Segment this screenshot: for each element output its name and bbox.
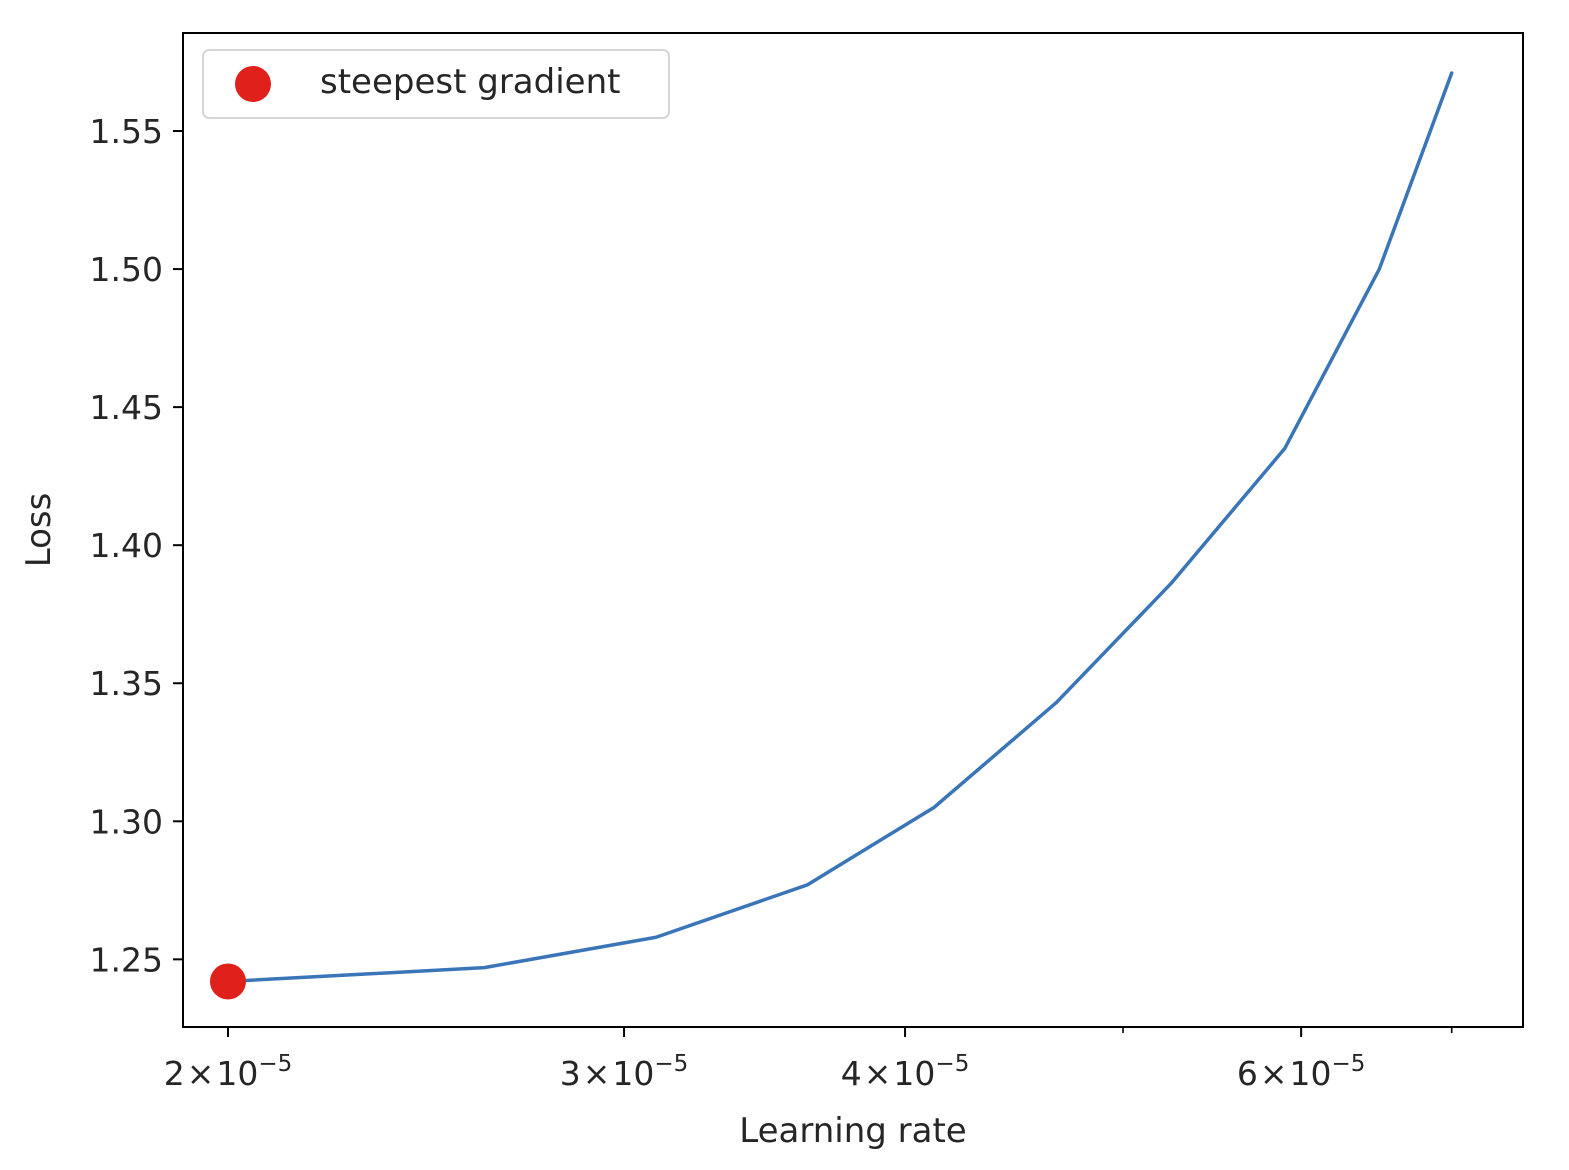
- legend-box: [202, 49, 670, 119]
- x-tick-base: 10: [893, 1054, 935, 1093]
- y-tick-label: 1.25: [90, 940, 163, 979]
- x-tick-base: 10: [612, 1054, 654, 1093]
- x-tick-times: ×: [583, 1054, 611, 1093]
- y-tick-label: 1.40: [90, 526, 163, 565]
- x-tick-mantissa: 3: [560, 1054, 581, 1093]
- x-tick-exponent: −5: [258, 1051, 292, 1077]
- x-tick-exponent: −5: [1332, 1051, 1366, 1077]
- y-tick-label: 1.50: [90, 250, 163, 289]
- plot-area-frame: [182, 32, 1524, 1028]
- legend: steepest gradient: [202, 49, 670, 119]
- y-tick-label: 1.35: [90, 664, 163, 703]
- loss-series-line-0: [226, 71, 1454, 984]
- x-tick-label: 6×10−5: [1237, 1051, 1366, 1093]
- y-tick-label: 1.45: [90, 388, 163, 427]
- x-tick-base: 10: [1290, 1054, 1332, 1093]
- series-layer: [226, 71, 1454, 984]
- marker-layer: [209, 963, 246, 1000]
- y-axis-label: Loss: [19, 493, 59, 568]
- x-tick-label: 4×10−5: [841, 1051, 970, 1093]
- legend-marker-dot: [235, 66, 271, 102]
- legend-entry-steepest-gradient: steepest gradient: [320, 62, 620, 102]
- x-tick-times: ×: [1260, 1054, 1288, 1093]
- x-axis-ticks: 2×10−5 3×10−5 4×10−5 6×10−5: [164, 1027, 1453, 1093]
- y-axis-ticks: 1.25 1.30 1.35 1.40 1.45 1.50 1.55: [90, 112, 183, 979]
- y-tick-label: 1.55: [90, 112, 163, 151]
- x-tick-base: 10: [216, 1054, 258, 1093]
- x-tick-times: ×: [864, 1054, 892, 1093]
- x-tick-mantissa: 2: [164, 1054, 185, 1093]
- x-tick-label: 3×10−5: [560, 1051, 689, 1093]
- x-tick-times: ×: [187, 1054, 215, 1093]
- x-tick-label: 2×10−5: [164, 1051, 293, 1093]
- x-tick-exponent: −5: [654, 1051, 688, 1077]
- steepest-gradient-marker: [209, 963, 246, 1000]
- x-axis-label: Learning rate: [739, 1111, 966, 1151]
- x-tick-mantissa: 4: [841, 1054, 862, 1093]
- x-tick-exponent: −5: [935, 1051, 969, 1077]
- x-tick-mantissa: 6: [1237, 1054, 1258, 1093]
- y-tick-label: 1.30: [90, 802, 163, 841]
